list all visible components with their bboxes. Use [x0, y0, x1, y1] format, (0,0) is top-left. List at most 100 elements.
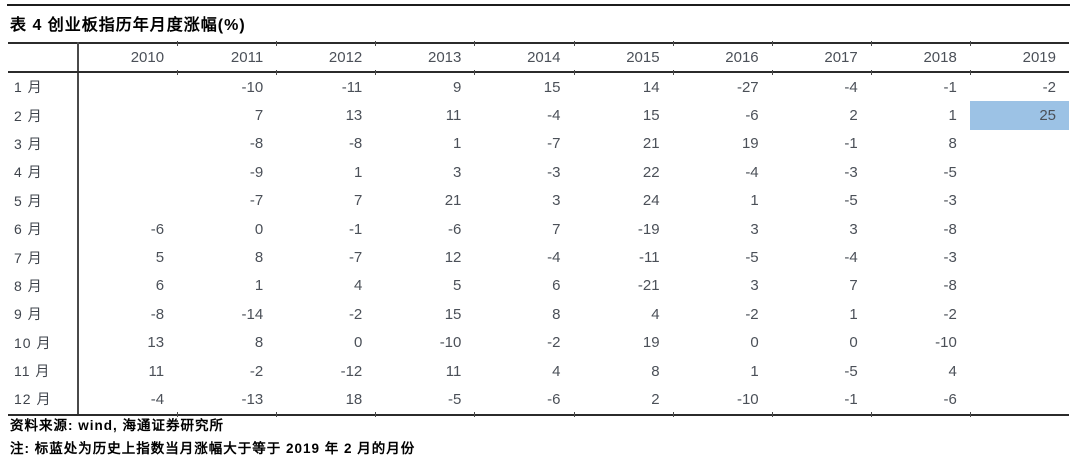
column-header-year: 2019: [969, 42, 1069, 73]
table-cell: 11: [148, 362, 165, 380]
table-cell: -6: [870, 385, 970, 416]
table-row: 9 月 -8 -14 -2 15 8 4 -2 1 -2: [8, 300, 1069, 329]
table-cell: -10: [935, 334, 957, 352]
table-cell: -1: [771, 385, 871, 416]
column-boundary-tick: [771, 412, 773, 417]
table-cell: 7: [552, 220, 561, 238]
table-cell: 4: [948, 362, 957, 380]
column-header-year: 2018: [870, 42, 970, 73]
table-cell: 8: [948, 135, 957, 153]
column-boundary-tick: [375, 70, 377, 75]
table-cell: -27: [736, 78, 759, 96]
table-cell: 3: [750, 220, 759, 238]
table-cell: 3: [453, 163, 462, 181]
table-cell: -1: [943, 78, 957, 96]
column-boundary-tick: [969, 41, 971, 46]
table-cell: 1: [453, 135, 462, 153]
table-cell: 4: [552, 362, 561, 380]
table-row: 4 月 -9 1 3 -3 22 -4 -3 -5: [8, 158, 1069, 187]
table-cell: -2: [745, 305, 759, 323]
table-cell: 8: [254, 249, 264, 267]
table-cell: -11: [638, 249, 660, 267]
highlighted-cell: 25: [969, 101, 1069, 130]
table-cell: -2: [249, 362, 264, 380]
column-boundary-tick: [969, 412, 971, 417]
column-boundary-tick: [474, 70, 476, 75]
table-cell: [970, 215, 1069, 243]
top-divider: [7, 4, 1070, 6]
table-cell: 3: [552, 192, 561, 210]
table-cell: [78, 72, 177, 101]
table-cell: 9: [453, 78, 462, 96]
table-header: 2010 2011 2012 2013 2014 2015 2016 2017 2018 2019: [8, 42, 1069, 73]
table-cell: -1: [844, 135, 858, 153]
column-boundary-tick: [870, 412, 872, 417]
table-cell: -4: [745, 163, 759, 181]
row-header-month: 5 月: [8, 186, 79, 215]
table-row: 6 月 -6 0 -1 -6 7 -19 3 3 -8: [8, 214, 1069, 244]
table-cell: -8: [943, 220, 957, 238]
table-cell: 0: [254, 220, 264, 238]
year-header-row: 2010 2011 2012 2013 2014 2015 2016 2017 2018 2019: [8, 42, 1069, 73]
row-header-month: 8 月: [8, 271, 79, 301]
table-cell: 21: [444, 192, 462, 210]
table-cell: -4: [844, 78, 858, 96]
table-cell: [970, 329, 1069, 357]
table-cell: -6: [150, 220, 165, 238]
table-cell: [78, 130, 177, 158]
table-body: 1 月 -10 -11 9 15 14 -27 -4 -1 -2 2 月 7 13 11 -4 15 -6 2 1 2…: [8, 72, 1069, 416]
column-boundary-tick: [375, 41, 377, 46]
column-boundary-tick: [474, 412, 476, 417]
table-cell: [969, 385, 1069, 416]
table-cell: -2: [348, 305, 363, 323]
table-cell: -9: [249, 163, 264, 181]
table-cell: 15: [444, 305, 462, 323]
table-cell: 1: [849, 305, 858, 323]
column-boundary-tick: [177, 412, 179, 417]
table-cell: 21: [642, 135, 660, 153]
column-boundary-tick: [276, 70, 278, 75]
row-header-month: 4 月: [8, 158, 79, 187]
table-cell: -4: [78, 385, 178, 416]
table-cell: -3: [943, 192, 957, 210]
column-boundary-tick: [177, 70, 179, 75]
table-cell: -8: [150, 305, 165, 323]
table-cell: 6: [155, 277, 165, 295]
table-cell: [970, 158, 1069, 186]
table-cell: -2: [943, 305, 957, 323]
table-cell: -19: [637, 220, 660, 238]
table-cell: -5: [375, 385, 475, 416]
table-cell: -3: [547, 163, 561, 181]
column-header-year: 2012: [276, 42, 376, 73]
table-cell: 24: [642, 192, 660, 210]
table-cell: 3: [849, 220, 858, 238]
table-cell: 8: [552, 305, 561, 323]
column-boundary-tick: [672, 70, 674, 75]
table-row: 2 月 7 13 11 -4 15 -6 2 1 25: [8, 101, 1069, 130]
table-cell: -3: [844, 163, 858, 181]
table-cell: 0: [849, 334, 858, 352]
table-row: 12 月 -4 -13 18 -5 -6 2 -10 -1 -6: [8, 385, 1069, 416]
row-header-month: 7 月: [8, 243, 79, 272]
table-cell: -7: [547, 135, 561, 153]
table-cell: 5: [453, 277, 462, 295]
table-cell: 22: [642, 163, 660, 181]
column-boundary-tick: [573, 41, 575, 46]
column-boundary-tick: [276, 41, 278, 46]
row-header-month: 9 月: [8, 300, 79, 329]
table-cell: -5: [745, 249, 759, 267]
column-header-year: 2011: [177, 42, 277, 73]
monthly-returns-table-wrap: 2010 2011 2012 2013 2014 2015 2016 2017 2018 2019…: [8, 41, 1069, 417]
table-cell: [970, 243, 1069, 271]
column-boundary-tick: [771, 70, 773, 75]
table-cell: 8: [254, 334, 264, 352]
source-note: 资料来源: wind, 海通证券研究所: [10, 418, 224, 433]
row-header-month: 10 月: [8, 328, 79, 357]
table-cell: -13: [177, 385, 277, 416]
table-cell: -6: [474, 385, 574, 416]
table-cell: [78, 101, 177, 129]
table-cell: -4: [844, 249, 858, 267]
column-boundary-tick: [672, 41, 674, 46]
table-cell: 15: [543, 78, 561, 96]
table-cell: -5: [844, 362, 858, 380]
